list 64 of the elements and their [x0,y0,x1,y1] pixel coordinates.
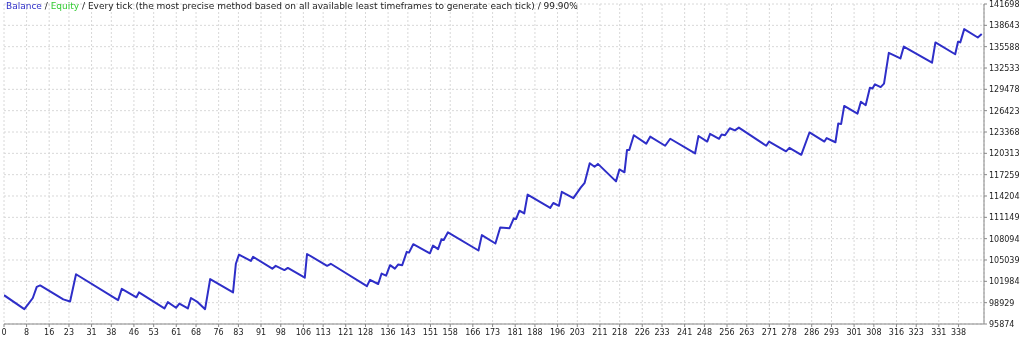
y-tick-label: 95874 [989,319,1015,329]
x-tick-label: 121 [338,327,354,337]
x-tick-label: 196 [549,327,566,337]
y-tick-label: 114204 [989,191,1020,201]
y-tick-label: 111149 [989,213,1020,223]
y-tick-label: 117259 [989,170,1020,180]
x-tick-label: 83 [233,327,244,337]
x-tick-label: 226 [634,327,650,337]
y-tick-label: 138643 [989,21,1020,31]
y-tick-label: 141698 [989,0,1020,9]
x-tick-label: 286 [804,327,820,337]
x-tick-label: 166 [465,327,481,337]
y-tick-label: 129478 [989,85,1020,95]
x-tick-label: 181 [507,327,523,337]
x-tick-label: 248 [696,327,713,337]
x-tick-label: 331 [931,327,947,337]
x-tick-label: 143 [400,327,416,337]
x-tick-label: 278 [781,327,797,337]
x-tick-label: 8 [24,327,30,337]
y-tick-label: 126423 [989,106,1020,116]
x-tick-label: 113 [315,327,331,337]
y-tick-label: 105039 [989,255,1020,265]
x-tick-label: 256 [719,327,735,337]
x-tick-label: 91 [255,327,267,337]
x-tick-label: 233 [654,327,670,337]
x-tick-label: 53 [148,327,159,337]
x-tick-label: 76 [213,327,224,337]
x-tick-label: 46 [128,327,140,337]
y-tick-label: 132533 [989,63,1020,73]
x-tick-label: 323 [908,327,924,337]
x-tick-label: 173 [484,327,501,337]
x-tick-label: 308 [866,327,882,337]
x-tick-label: 241 [676,327,693,337]
x-tick-label: 0 [1,327,7,337]
x-tick-label: 68 [190,327,202,337]
x-tick-label: 301 [846,327,862,337]
x-tick-label: 23 [63,327,75,337]
y-tick-label: 101984 [989,277,1020,287]
y-tick-label: 98929 [989,298,1015,308]
x-tick-label: 203 [569,327,585,337]
y-tick-label: 120313 [989,149,1020,159]
x-tick-label: 128 [357,327,374,337]
x-tick-label: 293 [823,327,840,337]
x-tick-label: 38 [106,327,117,337]
x-tick-label: 188 [527,327,543,337]
y-tick-label: 123368 [989,127,1020,137]
x-tick-label: 338 [950,327,967,337]
y-tick-label: 108094 [989,234,1020,244]
x-tick-label: 218 [612,327,628,337]
x-tick-label: 211 [592,327,608,337]
x-tick-label: 98 [275,327,286,337]
chart-title: Balance / Equity / Every tick (the most precise method based on all available least timeframes to generate each tick) / 99.90% [6,1,578,11]
x-tick-label: 271 [761,327,777,337]
x-tick-label: 158 [442,327,458,337]
x-tick-label: 106 [295,327,312,337]
x-tick-label: 263 [739,327,755,337]
x-tick-label: 151 [422,327,439,337]
line-series [4,28,983,311]
x-tick-label: 31 [86,327,97,337]
x-tick-label: 16 [44,327,55,337]
x-tick-label: 61 [171,327,182,337]
y-tick-label: 135588 [989,42,1020,52]
x-tick-label: 136 [380,327,396,337]
x-tick-label: 316 [888,327,905,337]
